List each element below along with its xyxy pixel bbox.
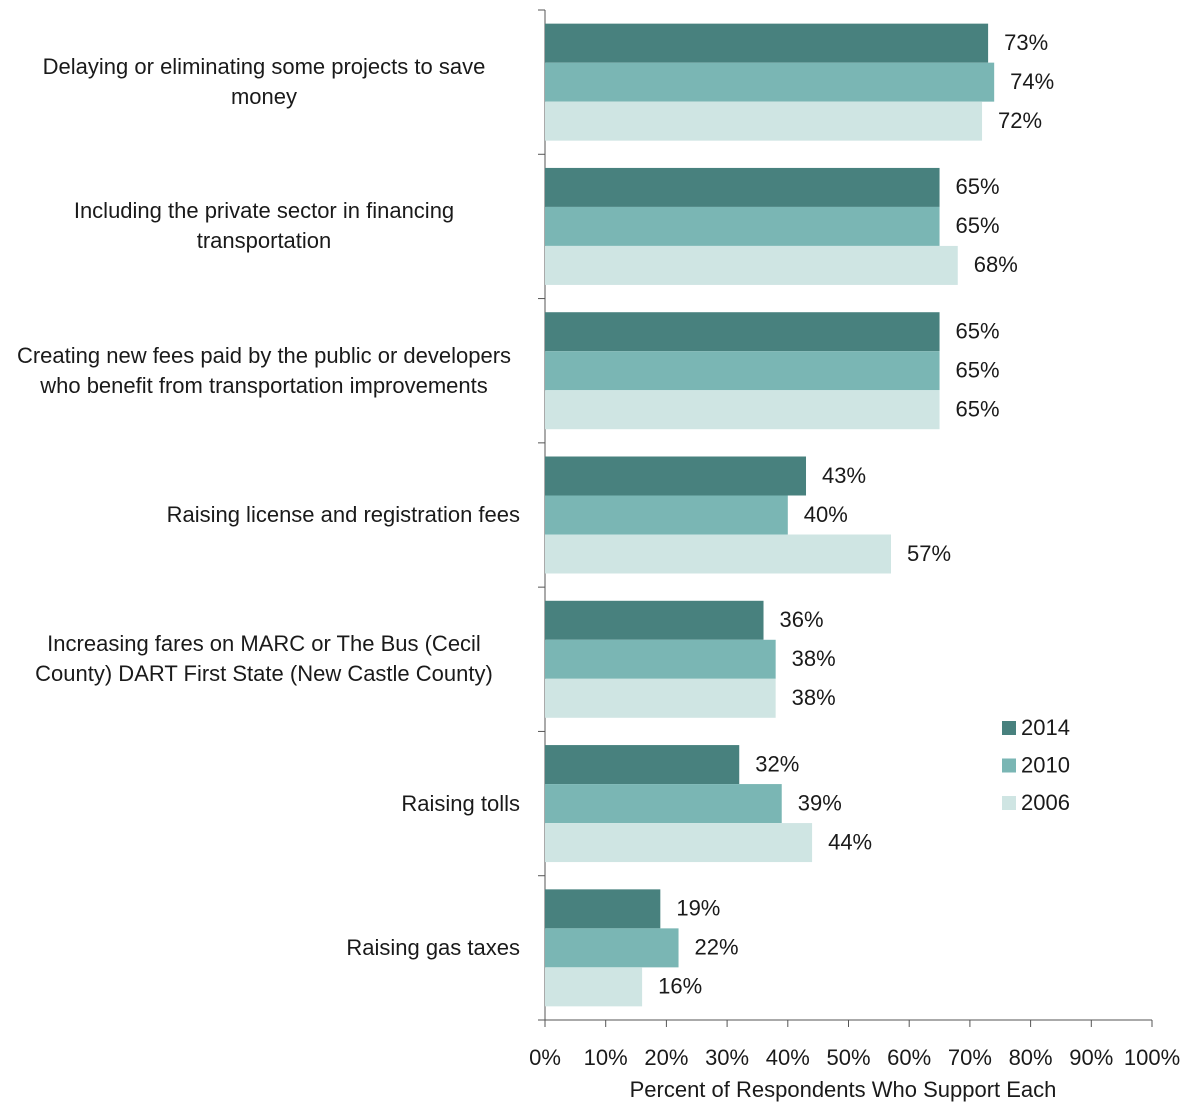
bar xyxy=(545,351,940,391)
category-label-box: Delaying or eliminating some projects to… xyxy=(0,10,520,154)
data-label: 40% xyxy=(804,502,848,527)
data-label: 22% xyxy=(695,935,739,960)
bar xyxy=(545,456,807,496)
bar xyxy=(545,889,661,929)
y-tick-label: Including the private sector in financin… xyxy=(73,198,455,254)
category-label-box: Creating new fees paid by the public or … xyxy=(0,299,520,443)
data-label: 65% xyxy=(956,174,1000,199)
x-tick-label: 40% xyxy=(766,1045,810,1070)
x-tick-label: 20% xyxy=(644,1045,688,1070)
category-label-box: Raising tolls xyxy=(0,731,520,875)
data-label: 65% xyxy=(956,397,1000,422)
bar xyxy=(545,928,679,968)
x-tick-label: 80% xyxy=(1009,1045,1053,1070)
x-axis-title: Percent of Respondents Who Support Each xyxy=(630,1077,1057,1102)
category-label-box: Raising license and registration fees xyxy=(0,443,520,587)
bar xyxy=(545,823,813,863)
legend-swatch xyxy=(1002,758,1016,773)
data-label: 19% xyxy=(676,896,720,921)
x-tick-label: 100% xyxy=(1124,1045,1180,1070)
data-label: 43% xyxy=(822,463,866,488)
data-label: 68% xyxy=(974,252,1018,277)
data-label: 57% xyxy=(907,541,951,566)
legend-swatch xyxy=(1002,721,1016,735)
bar xyxy=(545,206,940,246)
x-tick-label: 90% xyxy=(1069,1045,1113,1070)
data-label: 32% xyxy=(755,751,799,776)
x-tick-label: 10% xyxy=(584,1045,628,1070)
legend-label: 2014 xyxy=(1021,715,1070,740)
data-label: 39% xyxy=(798,790,842,815)
data-label: 65% xyxy=(956,319,1000,344)
x-tick-label: 50% xyxy=(826,1045,870,1070)
y-tick-label: Raising license and registration fees xyxy=(166,501,520,527)
data-label: 38% xyxy=(792,685,836,710)
bar xyxy=(545,245,958,285)
legend-label: 2010 xyxy=(1021,752,1070,777)
x-tick-label: 60% xyxy=(887,1045,931,1070)
data-label: 72% xyxy=(998,108,1042,133)
legend-label: 2006 xyxy=(1021,790,1070,815)
y-tick-label: Delaying or eliminating some projects to… xyxy=(42,54,486,110)
bar xyxy=(545,745,740,785)
y-tick-label: Increasing fares on MARC or The Bus (Cec… xyxy=(35,631,493,687)
data-label: 36% xyxy=(780,607,824,632)
category-label-box: Raising gas taxes xyxy=(0,876,520,1020)
bar xyxy=(545,312,940,352)
bar xyxy=(545,62,995,102)
y-tick-label: Creating new fees paid by the public or … xyxy=(16,342,512,398)
x-tick-label: 0% xyxy=(529,1045,561,1070)
data-label: 74% xyxy=(1010,69,1054,94)
bar xyxy=(545,23,989,63)
data-label: 44% xyxy=(828,829,872,854)
bar xyxy=(545,495,788,535)
bar xyxy=(545,390,940,430)
y-tick-label: Raising gas taxes xyxy=(346,934,520,960)
data-label: 16% xyxy=(658,974,702,999)
legend-swatch xyxy=(1002,796,1016,810)
bar xyxy=(545,534,891,574)
data-label: 65% xyxy=(956,358,1000,383)
bar xyxy=(545,967,643,1007)
bar xyxy=(545,678,776,718)
bar xyxy=(545,101,983,141)
bar xyxy=(545,167,940,207)
category-label-box: Increasing fares on MARC or The Bus (Cec… xyxy=(0,587,520,731)
data-label: 38% xyxy=(792,646,836,671)
x-tick-label: 30% xyxy=(705,1045,749,1070)
y-tick-label: Raising tolls xyxy=(401,790,520,816)
bar xyxy=(545,639,776,679)
bar xyxy=(545,784,782,824)
x-tick-label: 70% xyxy=(948,1045,992,1070)
category-label-box: Including the private sector in financin… xyxy=(0,154,520,298)
data-label: 73% xyxy=(1004,30,1048,55)
bar xyxy=(545,600,764,640)
data-label: 65% xyxy=(956,213,1000,238)
